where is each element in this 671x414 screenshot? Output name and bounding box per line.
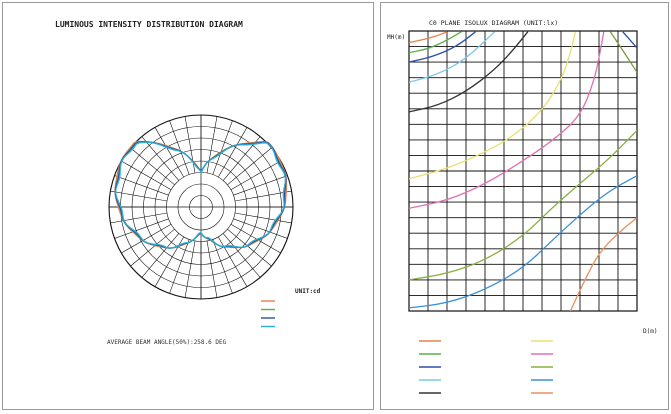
polar-legend-title: UNIT:cd (295, 288, 321, 295)
isolux-contour-line (609, 31, 637, 73)
isolux-contour-line (409, 31, 605, 209)
isolux-contour-line (409, 31, 448, 44)
isolux-contour-line (409, 130, 637, 281)
polar-series-group (114, 140, 288, 249)
polar-spoke (121, 223, 172, 254)
polar-spoke (169, 239, 190, 294)
polar-spoke (217, 236, 248, 287)
isolux-xlabel: D(m) (643, 328, 657, 335)
isolux-grid (408, 30, 638, 312)
isolux-title: C0 PLANE ISOLUX DIAGRAM (UNIT:lx) (429, 19, 558, 27)
polar-chart: LUMINOUS INTENSITY DISTRIBUTION DIAGRAM … (55, 20, 321, 346)
isolux-panel: C0 PLANE ISOLUX DIAGRAM (UNIT:lx) MH(m) … (380, 2, 669, 410)
polar-spoke (184, 116, 196, 174)
polar-spoke (222, 233, 261, 278)
polar-spoke (130, 147, 175, 186)
polar-spoke (121, 160, 172, 191)
polar-spoke (233, 175, 288, 196)
isolux-contour-line (409, 31, 529, 113)
isolux-contour-line (409, 31, 476, 63)
polar-spoke (141, 233, 180, 278)
isolux-ylabel: MH(m) (387, 34, 405, 41)
polar-spoke (130, 228, 175, 267)
polar-spoke (110, 212, 168, 224)
polar-spoke (230, 223, 281, 254)
isolux-contour-line (409, 31, 576, 180)
polar-spoke (206, 240, 218, 298)
polar-spoke (217, 127, 248, 178)
polar-panel: LUMINOUS INTENSITY DISTRIBUTION DIAGRAM … (2, 2, 374, 410)
isolux-contour-line (409, 31, 462, 54)
isolux-contour-line (409, 175, 637, 309)
polar-spoke (227, 147, 272, 186)
isolux-contour-line (409, 31, 495, 83)
polar-spoke (212, 239, 233, 294)
polar-spoke (169, 120, 190, 175)
polar-spoke (206, 116, 218, 174)
polar-spoke (234, 190, 292, 202)
polar-footer: AVERAGE BEAM ANGLE(50%):258.6 DEG (107, 339, 227, 346)
polar-spoke (212, 120, 233, 175)
polar-spoke (114, 218, 169, 239)
polar-spoke (110, 190, 168, 202)
polar-grid (108, 114, 294, 300)
polar-spoke (184, 240, 196, 298)
polar-spoke (230, 160, 281, 191)
isolux-series-group (409, 31, 637, 311)
isolux-chart: C0 PLANE ISOLUX DIAGRAM (UNIT:lx) MH(m) … (387, 19, 657, 394)
isolux-legend (419, 340, 553, 394)
isolux-contour-line (622, 31, 637, 49)
polar-legend (261, 300, 275, 328)
polar-spoke (233, 218, 288, 239)
polar-spoke (227, 228, 272, 267)
isolux-contour-line (569, 217, 637, 311)
polar-title: LUMINOUS INTENSITY DISTRIBUTION DIAGRAM (55, 20, 243, 29)
polar-series-curve (115, 141, 287, 249)
polar-spoke (141, 136, 180, 181)
polar-spoke (234, 212, 292, 224)
polar-spoke (114, 175, 169, 196)
polar-spoke (154, 127, 185, 178)
